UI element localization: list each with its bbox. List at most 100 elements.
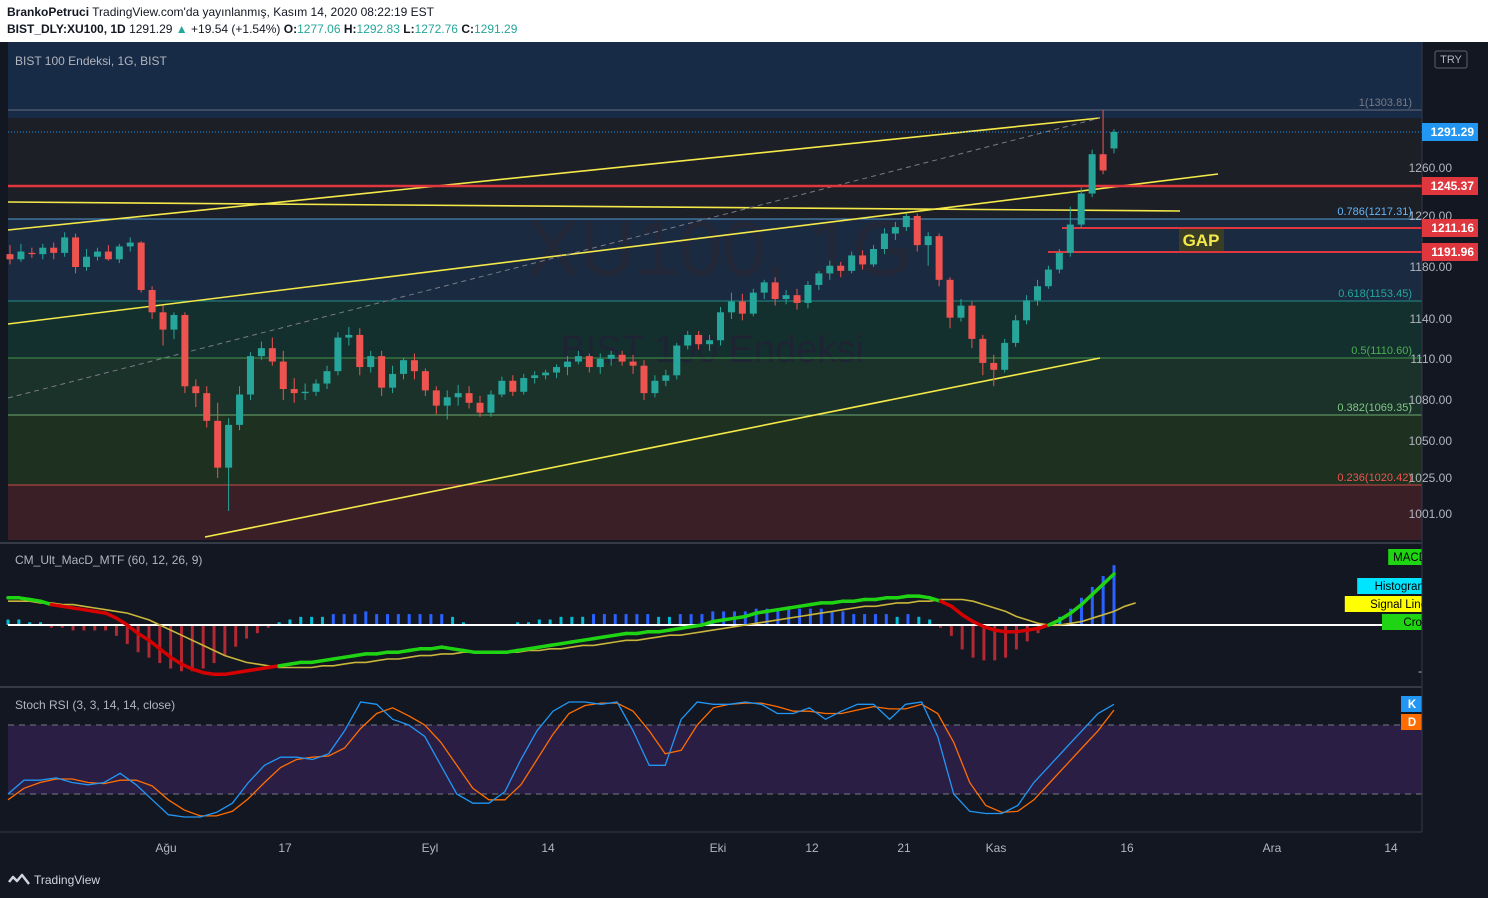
candle-body bbox=[695, 334, 703, 345]
histogram-bar bbox=[136, 625, 140, 653]
histogram-bar bbox=[17, 619, 21, 625]
macd-line-segment bbox=[396, 648, 411, 654]
histogram-bar bbox=[440, 614, 444, 625]
histogram-bar bbox=[830, 611, 834, 625]
candle-body bbox=[50, 247, 58, 253]
gap-annotation[interactable]: GAP bbox=[1183, 231, 1220, 250]
histogram-bar bbox=[212, 625, 216, 664]
macd-line-segment bbox=[732, 614, 748, 620]
time-tick: Ağu bbox=[155, 841, 176, 855]
candle-body bbox=[28, 252, 36, 255]
macd-line-segment bbox=[461, 648, 477, 654]
horizontal-trendline[interactable] bbox=[7, 201, 1181, 212]
histogram-bar bbox=[873, 614, 877, 625]
macd-line-segment bbox=[917, 594, 932, 600]
trendlines[interactable] bbox=[7, 117, 1219, 538]
histogram-bar bbox=[863, 614, 867, 625]
tradingview-logo-icon[interactable] bbox=[8, 872, 30, 888]
fib-diagonal-line[interactable] bbox=[7, 117, 1101, 399]
macd-line-segment bbox=[201, 670, 216, 677]
upper-channel-trendline[interactable] bbox=[7, 117, 1101, 231]
histogram-bar bbox=[331, 614, 335, 625]
price-tick: 1260.00 bbox=[1409, 161, 1453, 175]
macd-line-segment bbox=[548, 641, 563, 648]
price-tick: 1110.00 bbox=[1410, 352, 1452, 366]
histogram-bar bbox=[852, 614, 856, 625]
histogram-bar bbox=[939, 625, 943, 628]
candle-body bbox=[17, 251, 25, 260]
lower-channel-trendline[interactable] bbox=[204, 357, 1101, 538]
macd-line-segment bbox=[331, 655, 346, 661]
stoch-k-line bbox=[7, 701, 1115, 818]
time-tick: 12 bbox=[805, 841, 819, 855]
histogram-bar bbox=[592, 614, 596, 625]
macd-line-segment bbox=[711, 618, 726, 624]
price-axis[interactable] bbox=[1422, 42, 1488, 832]
macd-line-segment bbox=[38, 599, 54, 607]
middle-channel-trendline[interactable] bbox=[7, 173, 1219, 325]
currency-badge[interactable] bbox=[1434, 50, 1468, 69]
candle-body bbox=[334, 337, 342, 372]
time-axis[interactable]: Ağu 17 Eyl 14 Eki 12 21 Kas 16 Ara 14 bbox=[155, 841, 1398, 855]
macd-line-segment bbox=[776, 606, 791, 612]
macd-line-segment bbox=[168, 655, 184, 666]
candle-body bbox=[246, 356, 254, 395]
macd-line-segment bbox=[927, 596, 943, 603]
histogram-bar bbox=[960, 625, 964, 650]
tradingview-brand[interactable]: TradingView bbox=[34, 873, 101, 887]
candle-body bbox=[563, 361, 571, 368]
fib-label-0.382: 0.382(1069.35) bbox=[1337, 402, 1412, 414]
candle-body bbox=[378, 356, 386, 388]
time-tick: 14 bbox=[541, 841, 555, 855]
candle-body bbox=[39, 247, 47, 255]
macd-line-segment bbox=[103, 611, 119, 620]
candle-body bbox=[968, 305, 976, 339]
histogram-bar bbox=[949, 625, 953, 636]
time-tick: Eyl bbox=[422, 841, 439, 855]
macd-line-segment bbox=[1079, 592, 1095, 607]
support-resistance-levels[interactable] bbox=[8, 131, 1422, 253]
price-label: 1211.16 bbox=[1431, 221, 1474, 235]
histogram-bar bbox=[310, 616, 314, 625]
macd-line-segment bbox=[125, 623, 140, 636]
candle-body bbox=[640, 365, 648, 394]
candle-body bbox=[236, 394, 244, 425]
candle-body bbox=[629, 361, 637, 366]
price-axis-ticks: 1260.001220.001180.001140.001110.001080.… bbox=[1409, 56, 1478, 521]
histogram-bar bbox=[906, 614, 910, 625]
candle-body bbox=[148, 290, 156, 313]
histogram-bar bbox=[808, 608, 812, 625]
histogram-bar bbox=[667, 616, 671, 625]
candle-body bbox=[1055, 252, 1063, 270]
author-name[interactable]: BrankoPetruci bbox=[7, 5, 90, 19]
macd-line-segment bbox=[515, 647, 531, 653]
time-tick: 17 bbox=[278, 841, 292, 855]
price-tick: 1180.00 bbox=[1410, 260, 1453, 274]
candle-body bbox=[301, 391, 309, 394]
last-price: 1291.29 bbox=[129, 22, 173, 36]
histogram-bar bbox=[49, 625, 53, 628]
macd-line-segment bbox=[71, 606, 86, 612]
candle-body bbox=[1099, 154, 1107, 171]
candle-body bbox=[782, 295, 790, 300]
candle-body bbox=[465, 393, 473, 403]
histogram-bar bbox=[288, 619, 292, 625]
fib-zone-0 bbox=[8, 42, 1422, 118]
histogram-bar bbox=[657, 616, 661, 625]
macd-line-segment bbox=[971, 619, 986, 629]
macd-line-segment bbox=[233, 669, 249, 675]
histogram-bar bbox=[1069, 608, 1073, 625]
fib-zone-6 bbox=[8, 485, 1422, 540]
candle-body bbox=[410, 360, 418, 372]
candle-body bbox=[476, 402, 484, 413]
close-value: 1291.29 bbox=[474, 22, 518, 36]
candle-body bbox=[389, 373, 397, 388]
candle-body bbox=[192, 386, 200, 394]
macd-line-segment bbox=[277, 662, 292, 668]
histogram-bar bbox=[255, 625, 259, 634]
chart-canvas[interactable]: XU100, 1G BIST 100 Endeksi 1(1303.81) 0.7… bbox=[0, 42, 1488, 862]
candles[interactable] bbox=[6, 109, 1118, 512]
macd-line-segment bbox=[190, 667, 205, 675]
candle-body bbox=[837, 265, 845, 271]
histogram-bar bbox=[895, 616, 899, 625]
